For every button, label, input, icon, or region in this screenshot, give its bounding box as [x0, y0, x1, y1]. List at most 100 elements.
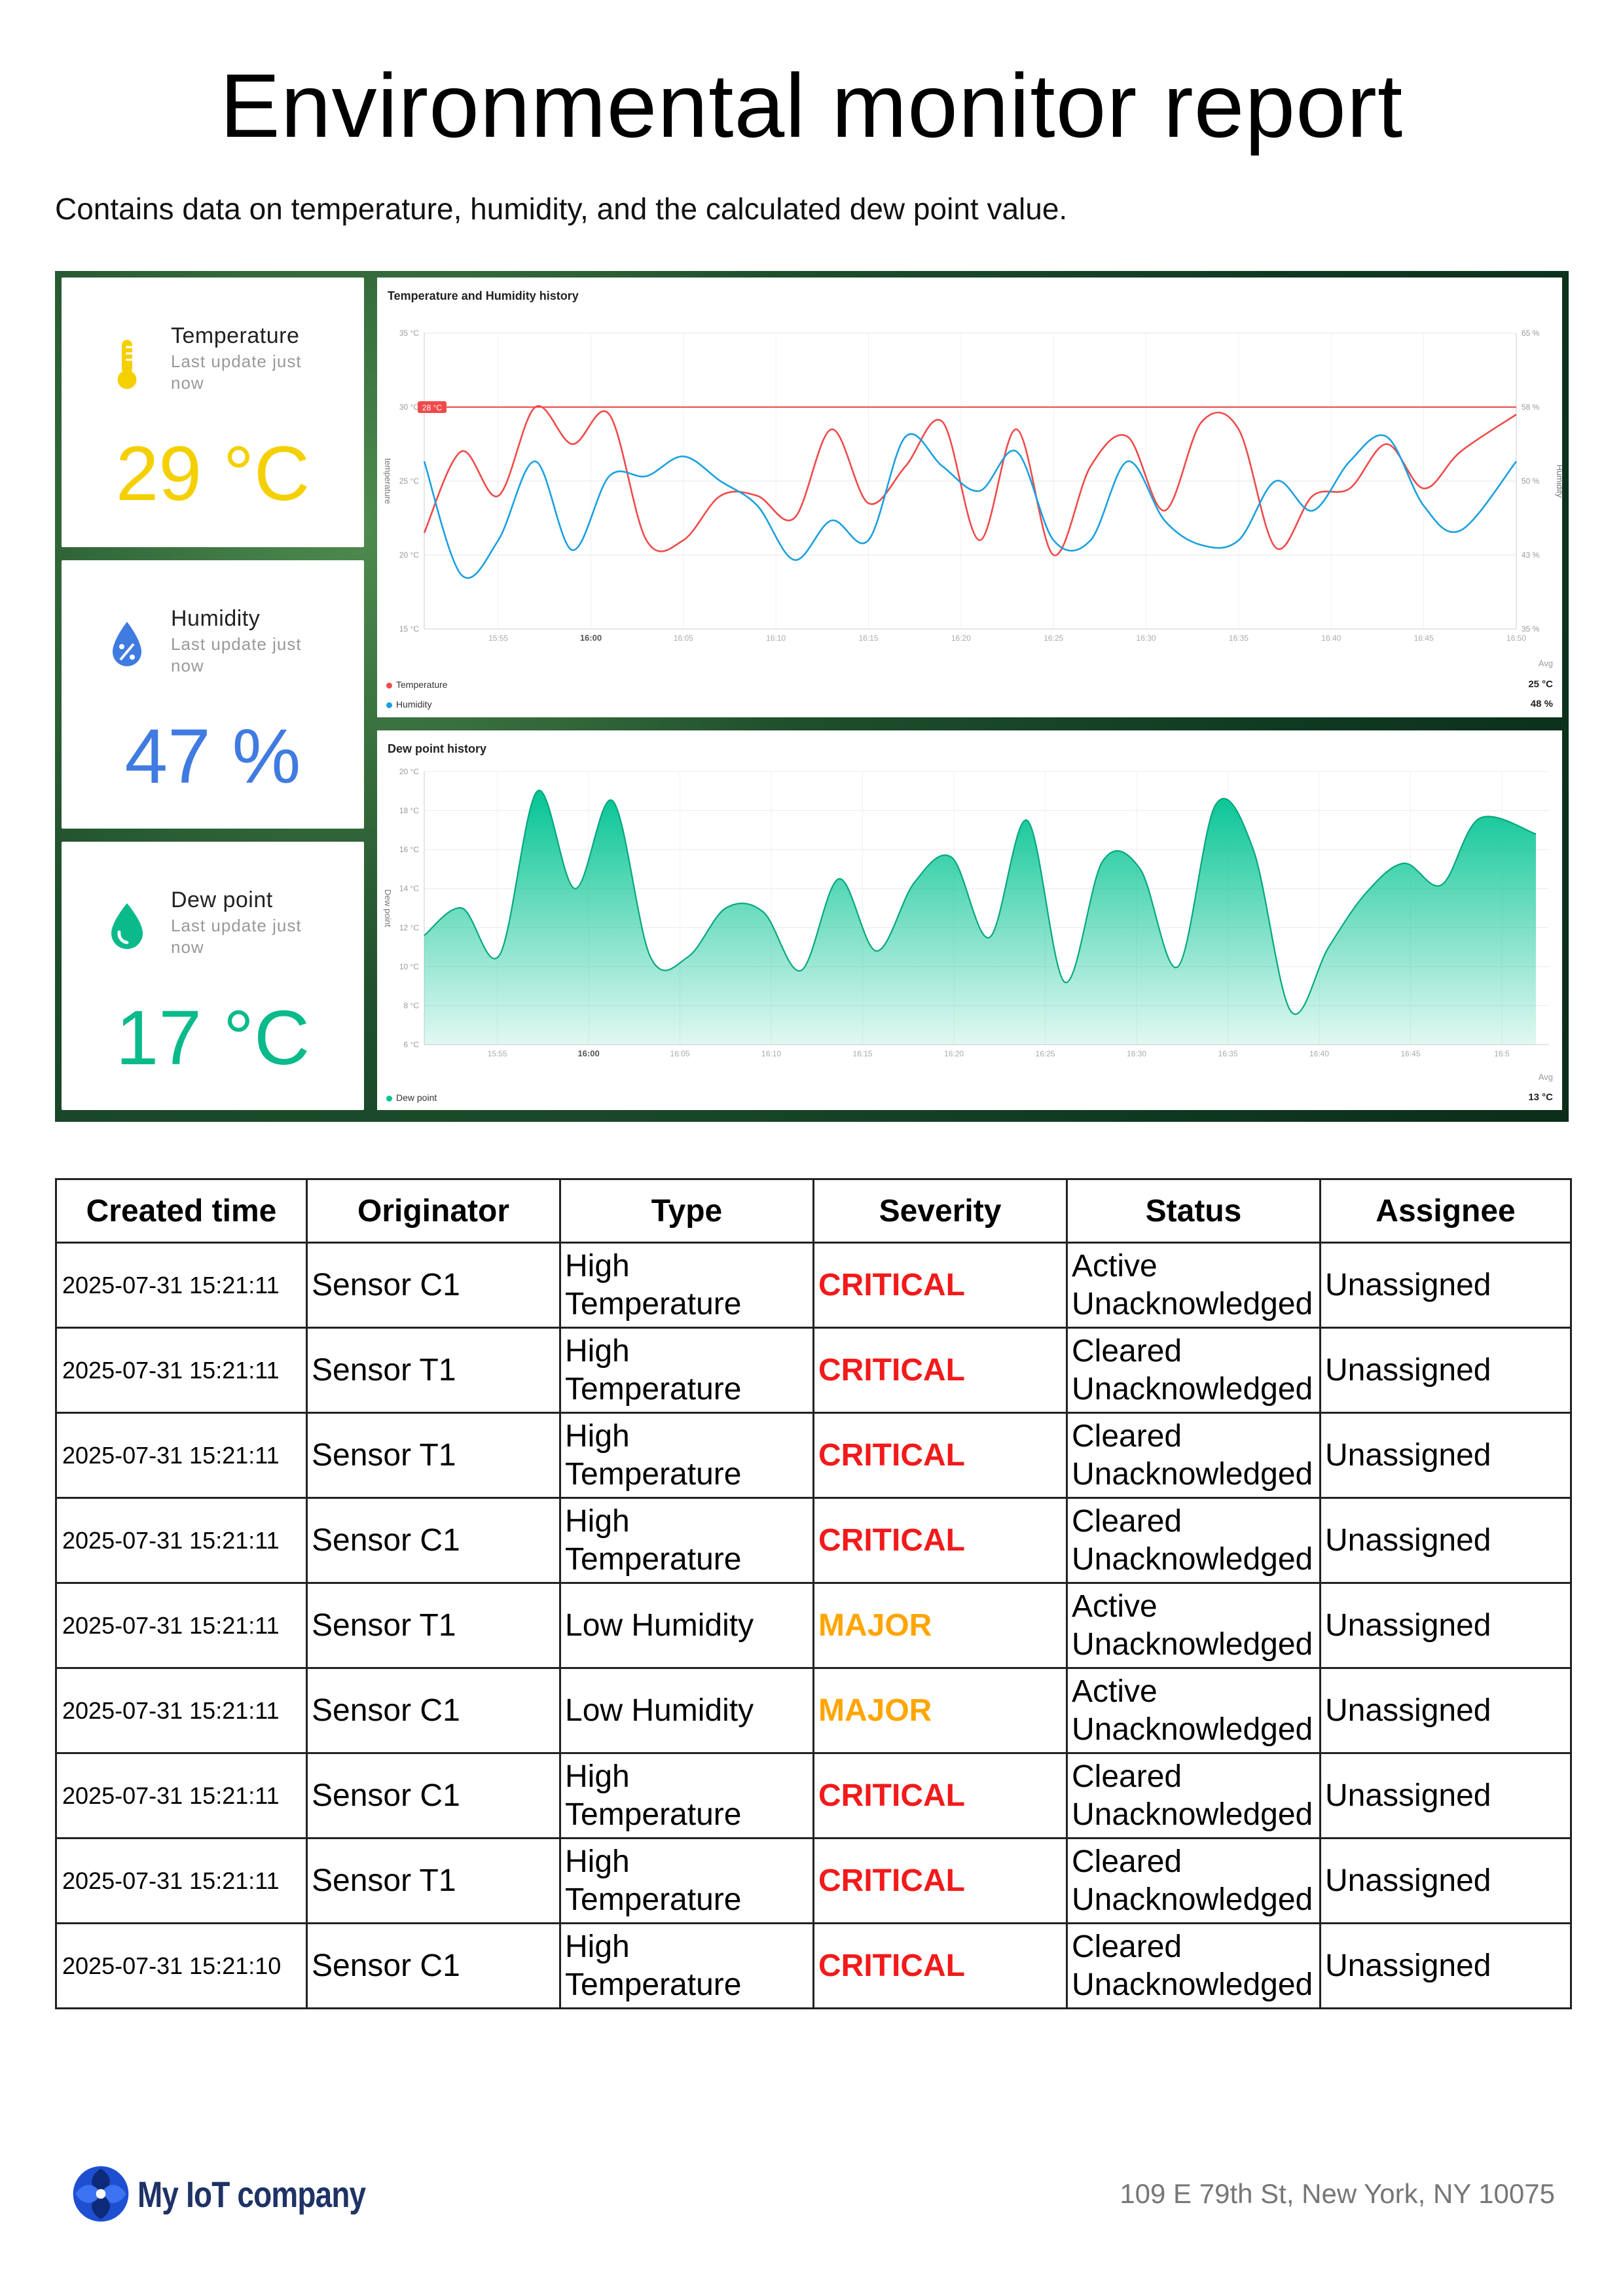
y-tick-label: 15 °C: [399, 624, 419, 634]
alarms-table: Created time Originator Type Severity St…: [55, 1178, 1572, 2009]
cell-severity: MAJOR: [812, 1667, 1068, 1754]
dew-point-value: 17 °C: [115, 995, 310, 1081]
chart-title: Dew point history: [388, 742, 487, 755]
x-tick-label: 16:00: [580, 633, 602, 643]
cell-created-time: 2025-07-31 15:21:11: [55, 1667, 308, 1754]
y2-axis-title: Humidity: [1555, 465, 1562, 498]
table-row[interactable]: 2025-07-31 15:21:10 Sensor C1 High Tempera…: [55, 1922, 1572, 2009]
humidity-value: 47 %: [124, 713, 301, 800]
y-tick-label: 20 °C: [399, 550, 419, 560]
cell-status: Cleared Unacknowledged: [1066, 1327, 1321, 1414]
cell-created-time: 2025-07-31 15:21:10: [55, 1922, 308, 2009]
card-label: Temperature: [171, 323, 300, 348]
cell-originator: Sensor T1: [306, 1327, 561, 1414]
cell-assignee: Unassigned: [1319, 1837, 1572, 1924]
legend-swatch: [386, 1095, 392, 1102]
cell-severity: CRITICAL: [812, 1412, 1068, 1499]
dew-point-card: Dew point Last update just now 17 °C: [62, 842, 364, 1110]
cell-originator: Sensor T1: [306, 1582, 561, 1669]
dew-point-chart-panel: Dew point history 6 °C 8 °C 10 °C 12 °C 14 °…: [377, 730, 1562, 1110]
table-row[interactable]: 2025-07-31 15:21:11 Sensor T1 High Tempera…: [55, 1327, 1572, 1414]
cell-severity: CRITICAL: [812, 1242, 1068, 1329]
cell-assignee: Unassigned: [1319, 1752, 1572, 1839]
cell-type: High Temperature: [559, 1752, 814, 1839]
x-tick-label: 16:10: [766, 634, 786, 643]
cell-originator: Sensor C1: [306, 1922, 561, 2009]
table-row[interactable]: 2025-07-31 15:21:11 Sensor C1 High Tempera…: [55, 1497, 1572, 1584]
dew-drop-icon: [111, 903, 143, 949]
y-tick-label: 12 °C: [399, 923, 419, 932]
y-tick-label: 20 °C: [399, 767, 419, 776]
table-row[interactable]: 2025-07-31 15:21:11 Sensor C1 High Tempera…: [55, 1242, 1572, 1329]
cell-assignee: Unassigned: [1319, 1242, 1572, 1329]
chart-title: Temperature and Humidity history: [388, 289, 579, 302]
legend-dew-point[interactable]: Dew point: [386, 1092, 437, 1103]
cell-originator: Sensor C1: [306, 1752, 561, 1839]
table-row[interactable]: 2025-07-31 15:21:11 Sensor T1 Low Humidity…: [55, 1582, 1572, 1669]
cell-type: Low Humidity: [559, 1667, 814, 1754]
cell-originator: Sensor T1: [306, 1412, 561, 1499]
legend-humidity[interactable]: Humidity: [386, 699, 431, 709]
series-area-dew-point: [424, 790, 1536, 1045]
x-tick-label: 16:05: [674, 634, 693, 643]
cell-assignee: Unassigned: [1319, 1497, 1572, 1584]
temp-humidity-chart-panel: Temperature and Humidity history 15 °C 20…: [377, 278, 1562, 717]
temp-humidity-chart: 15 °C 20 °C 25 °C 30 °C 35 °C 35 % 43 % 50 % 58 …: [383, 329, 1562, 643]
table-row[interactable]: 2025-07-31 15:21:11 Sensor T1 High Tempera…: [55, 1837, 1572, 1924]
cell-originator: Sensor C1: [306, 1242, 561, 1329]
column-header-type[interactable]: Type: [559, 1178, 814, 1244]
cell-type: High Temperature: [559, 1837, 814, 1924]
column-header-originator[interactable]: Originator: [306, 1178, 561, 1244]
y-tick-label: 10 °C: [399, 962, 419, 971]
cell-type: Low Humidity: [559, 1582, 814, 1669]
table-row[interactable]: 2025-07-31 15:21:11 Sensor C1 High Tempera…: [55, 1752, 1572, 1839]
x-tick-label: 16:20: [944, 1049, 964, 1058]
threshold-badge: [418, 401, 447, 413]
y-tick-label: 16 °C: [399, 845, 419, 854]
cell-status: Cleared Unacknowledged: [1066, 1497, 1321, 1584]
x-tick-label: 15:55: [488, 634, 508, 643]
series-line-dew-point: [424, 789, 1537, 1015]
column-header-assignee[interactable]: Assignee: [1319, 1178, 1572, 1244]
cell-created-time: 2025-07-31 15:21:11: [55, 1327, 308, 1414]
column-header-severity[interactable]: Severity: [812, 1178, 1068, 1244]
x-tick-label: 16:30: [1137, 634, 1156, 643]
table-header-row: Created time Originator Type Severity St…: [55, 1178, 1572, 1244]
cell-created-time: 2025-07-31 15:21:11: [55, 1242, 308, 1329]
y2-tick-label: 43 %: [1522, 550, 1540, 560]
cell-assignee: Unassigned: [1319, 1582, 1572, 1669]
card-update-text: Last update just now: [171, 634, 302, 675]
x-tick-label: 16:50: [1506, 634, 1526, 643]
cell-severity: CRITICAL: [812, 1497, 1068, 1584]
y-axis-title: temperature: [383, 458, 393, 504]
legend-avg-header: Avg: [1538, 1072, 1553, 1082]
cell-status: Cleared Unacknowledged: [1066, 1837, 1321, 1924]
legend-swatch: [386, 682, 392, 689]
column-header-created-time[interactable]: Created time: [55, 1178, 308, 1244]
y-tick-label: 6 °C: [404, 1040, 420, 1049]
table-row[interactable]: 2025-07-31 15:21:11 Sensor C1 Low Humidity…: [55, 1667, 1572, 1754]
cell-originator: Sensor C1: [306, 1667, 561, 1754]
x-tick-label: 16:25: [1036, 1049, 1055, 1058]
company-address: 109 E 79th St, New York, NY 10075: [1120, 2178, 1555, 2209]
cell-severity: MAJOR: [812, 1582, 1068, 1669]
x-tick-label: 16:00: [577, 1049, 599, 1058]
temperature-value: 29 °C: [115, 431, 310, 517]
x-tick-label: 16:35: [1229, 634, 1249, 643]
y-tick-label: 25 °C: [399, 476, 419, 486]
cell-originator: Sensor T1: [306, 1837, 561, 1924]
legend-temperature[interactable]: Temperature: [386, 679, 448, 690]
y-axis-title: Dew point: [383, 889, 393, 927]
threshold-label: 28 °C: [422, 403, 442, 412]
y-tick-label: 8 °C: [404, 1001, 420, 1010]
company-name: My IoT company: [137, 2174, 366, 2215]
temperature-card: Temperature Last update just now 29 °C: [62, 278, 364, 547]
table-row[interactable]: 2025-07-31 15:21:11 Sensor T1 High Tempera…: [55, 1412, 1572, 1499]
x-tick-label: 16:35: [1218, 1049, 1238, 1058]
legend-avg-header: Avg: [1538, 658, 1553, 668]
column-header-status[interactable]: Status: [1066, 1178, 1321, 1244]
cell-originator: Sensor C1: [306, 1497, 561, 1584]
x-tick-label: 16:15: [853, 1049, 873, 1058]
cell-type: High Temperature: [559, 1922, 814, 2009]
y-tick-label: 18 °C: [399, 806, 419, 816]
